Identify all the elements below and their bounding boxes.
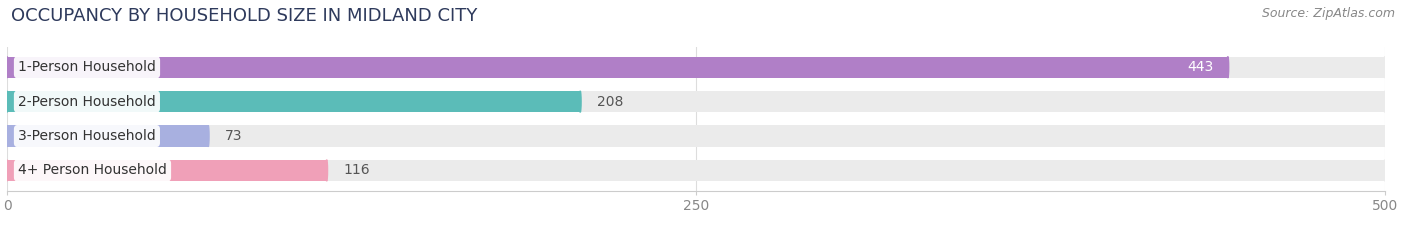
Circle shape — [6, 91, 8, 112]
Circle shape — [326, 160, 328, 181]
Bar — [7, 160, 326, 181]
Circle shape — [6, 160, 8, 181]
Text: 1-Person Household: 1-Person Household — [18, 60, 156, 74]
Text: OCCUPANCY BY HOUSEHOLD SIZE IN MIDLAND CITY: OCCUPANCY BY HOUSEHOLD SIZE IN MIDLAND C… — [11, 7, 478, 25]
Circle shape — [1384, 91, 1386, 112]
Bar — [7, 160, 1385, 181]
Circle shape — [6, 57, 8, 78]
Text: 73: 73 — [225, 129, 242, 143]
Text: 116: 116 — [343, 163, 370, 177]
Text: 4+ Person Household: 4+ Person Household — [18, 163, 167, 177]
Circle shape — [6, 57, 8, 78]
Text: 208: 208 — [596, 95, 623, 109]
Text: Source: ZipAtlas.com: Source: ZipAtlas.com — [1261, 7, 1395, 20]
Circle shape — [1384, 57, 1386, 78]
Bar — [7, 91, 581, 112]
Circle shape — [1227, 57, 1229, 78]
Circle shape — [1384, 125, 1386, 147]
Bar — [7, 125, 208, 147]
Bar — [7, 91, 1385, 112]
Circle shape — [207, 125, 209, 147]
Bar — [7, 57, 1385, 78]
Circle shape — [6, 160, 8, 181]
Text: 3-Person Household: 3-Person Household — [18, 129, 156, 143]
Circle shape — [6, 125, 8, 147]
Circle shape — [6, 91, 8, 112]
Bar — [7, 57, 1227, 78]
Circle shape — [1384, 160, 1386, 181]
Bar — [7, 125, 1385, 147]
Text: 2-Person Household: 2-Person Household — [18, 95, 156, 109]
Circle shape — [6, 125, 8, 147]
Text: 443: 443 — [1188, 60, 1213, 74]
Circle shape — [579, 91, 581, 112]
